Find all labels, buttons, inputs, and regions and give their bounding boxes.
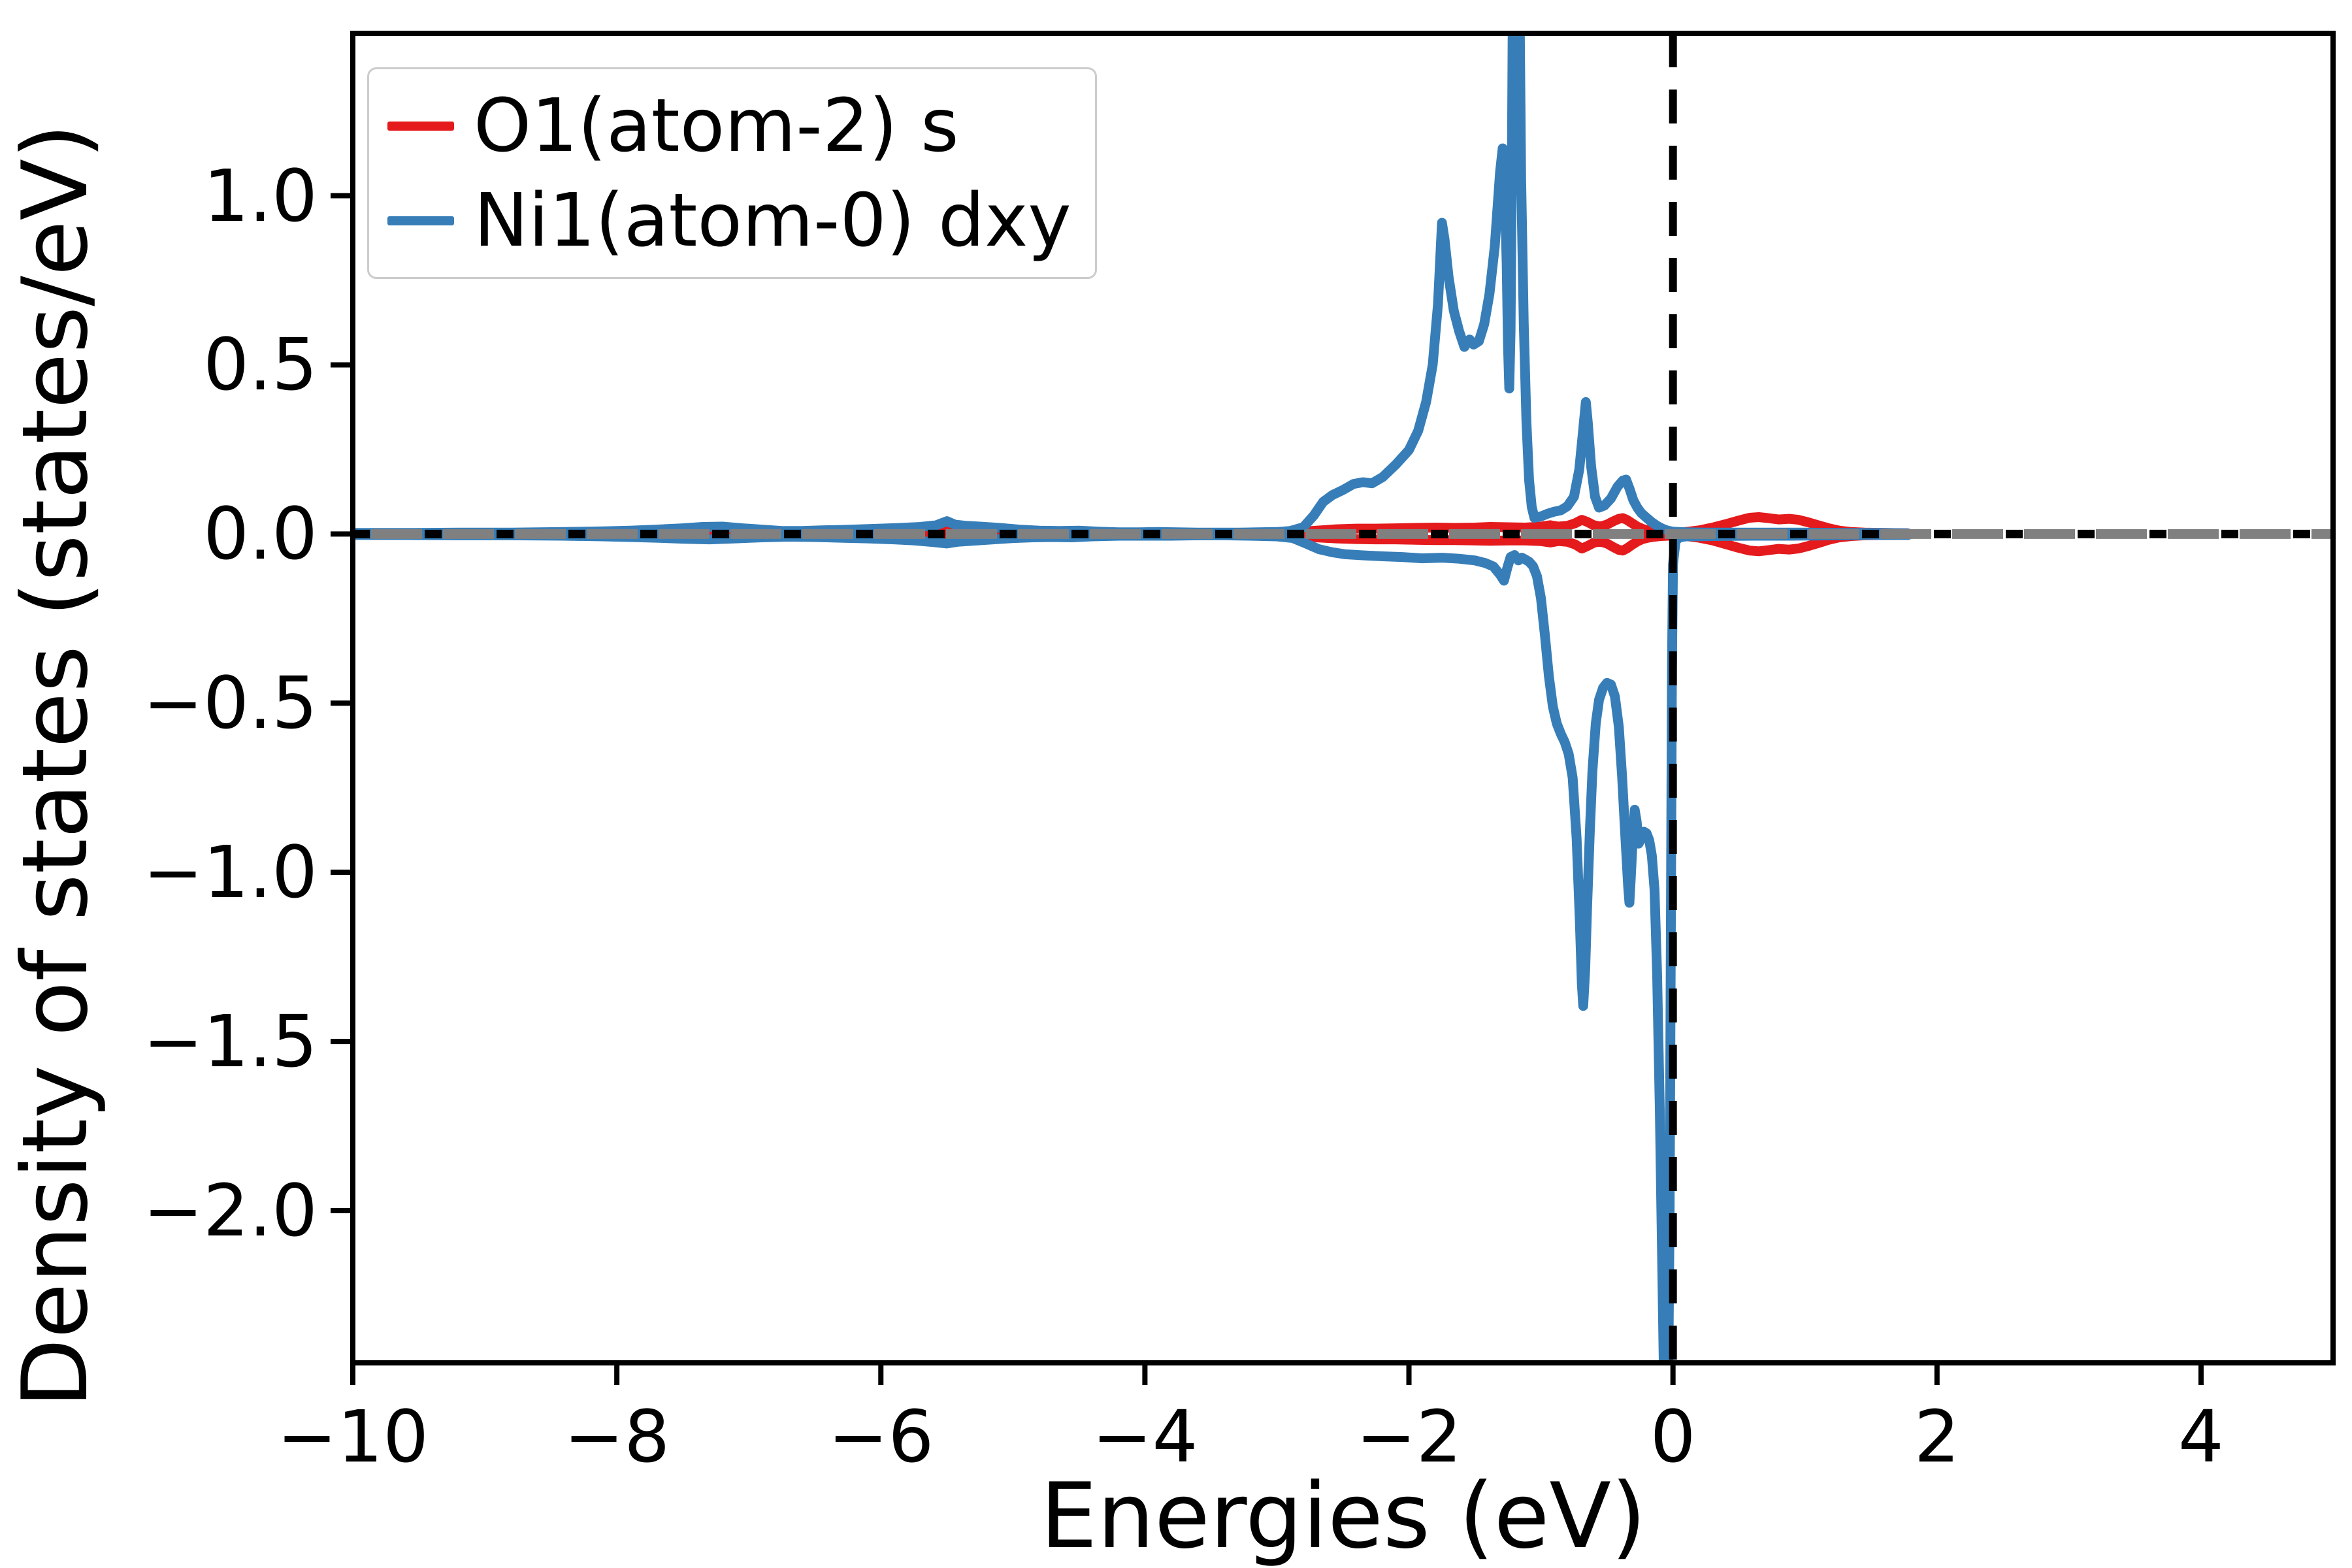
x-tick-label: 0 xyxy=(1650,1395,1696,1478)
y-axis-label: Density of states (states/eV) xyxy=(3,123,108,1408)
x-tick-label: −10 xyxy=(276,1395,429,1478)
x-tick-label: 4 xyxy=(2178,1395,2224,1478)
legend-label-ni1-dxy: Ni1(atom-0) dxy xyxy=(474,178,1071,263)
y-tick-label: 1.0 xyxy=(203,154,318,238)
legend-entry-o1-s: O1(atom-2) s xyxy=(387,78,1071,173)
y-tick-label: 0.0 xyxy=(203,492,318,576)
curve-ni1-dxy-spin-up xyxy=(353,33,1913,538)
x-tick-label: −2 xyxy=(1356,1395,1462,1478)
legend-line-blue xyxy=(387,216,454,225)
x-tick-label: −4 xyxy=(1092,1395,1198,1478)
y-tick-label: 0.5 xyxy=(203,323,318,407)
y-tick-label: −1.5 xyxy=(142,1000,318,1084)
x-axis-label: Energies (eV) xyxy=(1040,1463,1646,1568)
x-tick-label: −6 xyxy=(828,1395,934,1478)
legend-label-o1-s: O1(atom-2) s xyxy=(474,83,959,169)
x-tick-label: 2 xyxy=(1914,1395,1960,1478)
y-tick-label: −1.0 xyxy=(142,830,318,915)
y-tick-label: −0.5 xyxy=(142,661,318,745)
legend-entry-ni1-dxy: Ni1(atom-0) dxy xyxy=(387,173,1071,268)
y-tick-label: −2.0 xyxy=(142,1168,318,1252)
axes-spines xyxy=(350,31,2336,1365)
curve-ni1-dxy-spin-down xyxy=(353,530,1913,1363)
x-tick-label: −8 xyxy=(564,1395,670,1478)
plot-area xyxy=(353,33,2333,1363)
legend-line-red xyxy=(387,121,454,131)
legend: O1(atom-2) s Ni1(atom-0) dxy xyxy=(367,67,1097,279)
